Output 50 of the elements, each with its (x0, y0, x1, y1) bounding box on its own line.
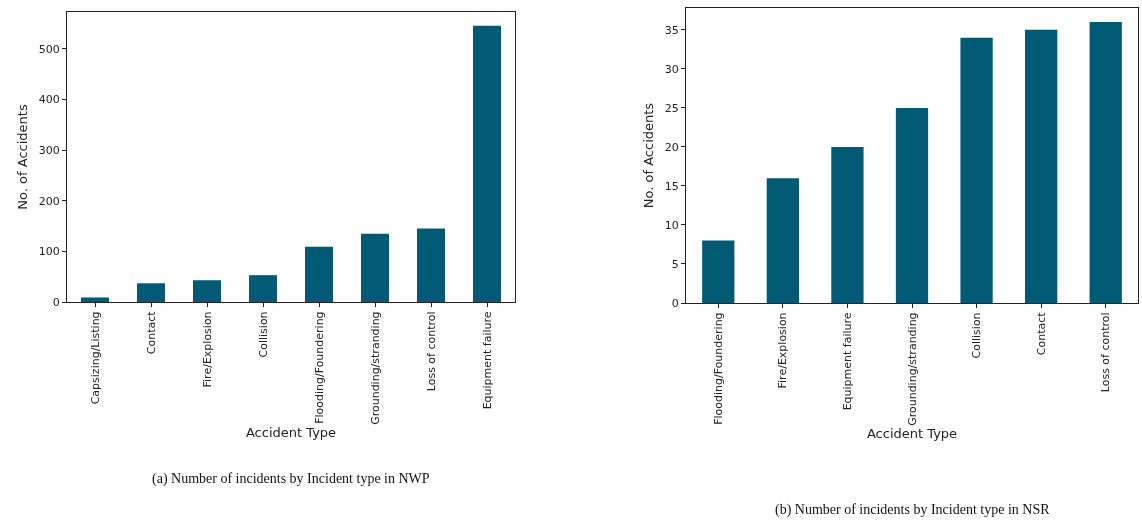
x-tick-label: Fire/Explosion (776, 312, 790, 389)
x-tick-label: Flooding/Foundering (312, 311, 326, 424)
x-axis-title: Accident Type (245, 425, 337, 441)
bar (473, 25, 501, 302)
y-tick-label: 15 (664, 179, 679, 193)
y-axis-title: No. of Accidents (14, 104, 30, 210)
y-tick-label: 0 (671, 296, 679, 310)
x-tick-label: Loss of control (424, 311, 438, 392)
x-tick-label: Loss of control (1099, 312, 1113, 393)
x-axis-title: Accident Type (866, 426, 958, 442)
y-tick-label: 100 (38, 245, 60, 259)
bar (895, 107, 929, 303)
x-tick-label: Fire/Explosion (200, 311, 214, 388)
bar (249, 275, 277, 302)
x-tick-label: Contact (1034, 311, 1048, 356)
text: (b) Number of incidents by Incident type in NSR (775, 502, 1051, 518)
x-tick-label: Grounding/stranding (905, 312, 919, 426)
bar (417, 228, 445, 302)
y-tick-label: 5 (671, 257, 679, 271)
y-tick-label: 300 (38, 144, 60, 158)
y-tick-label: 500 (38, 42, 60, 56)
y-tick-label: 10 (664, 218, 679, 232)
bar (1089, 22, 1122, 303)
x-tick-label: Flooding/Foundering (711, 312, 725, 425)
bar (361, 233, 389, 302)
bar (960, 37, 993, 303)
bar (831, 146, 864, 303)
bar (81, 297, 109, 302)
bar (766, 178, 799, 303)
bar (702, 240, 735, 303)
bar (193, 280, 221, 302)
x-tick-label: Equipment failure (841, 312, 855, 411)
y-tick-label: 25 (664, 101, 679, 115)
y-axis-title: No. of Accidents (640, 102, 656, 209)
y-tick-label: 200 (38, 194, 60, 208)
y-tick-label: 20 (664, 140, 679, 154)
x-tick-label: Collision (256, 311, 270, 358)
x-tick-label: Capsizing/Listing (88, 311, 102, 405)
y-tick-label: 35 (664, 23, 679, 37)
y-tick-label: 30 (664, 62, 679, 76)
y-tick-label: 0 (52, 295, 60, 309)
bar (1025, 29, 1058, 303)
bar (137, 283, 165, 302)
x-tick-label: Collision (970, 312, 984, 359)
y-tick-label: 400 (38, 93, 60, 107)
bar (305, 246, 333, 302)
x-tick-label: Contact (144, 310, 158, 355)
x-tick-label: Grounding/stranding (368, 311, 382, 425)
text: (a) Number of incidents by Incident type in NWP (152, 471, 430, 487)
x-tick-label: Equipment failure (480, 311, 494, 410)
